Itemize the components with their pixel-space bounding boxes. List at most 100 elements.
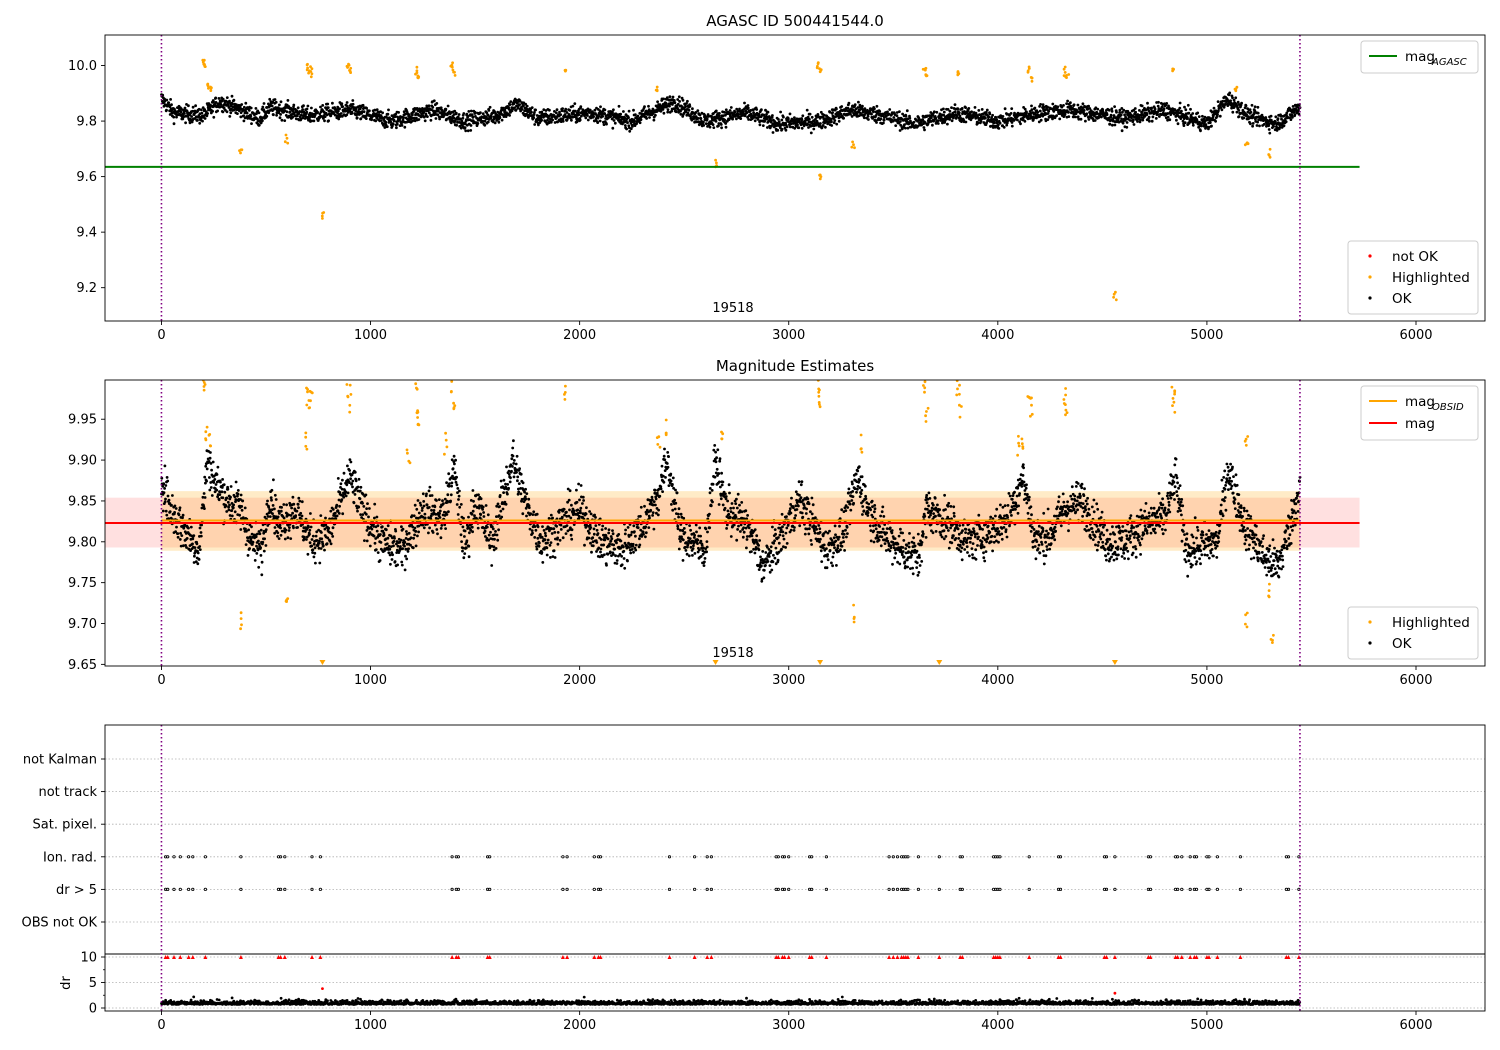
panel2-ok-point (506, 492, 509, 496)
panel2-ok-point (482, 515, 486, 518)
panel1-ok-point (179, 110, 183, 114)
panel1-ok-point (998, 121, 1002, 125)
panel1-ok-point (985, 108, 989, 112)
panel2-ok-point (412, 514, 416, 518)
panel2-ok-point (500, 515, 504, 519)
panel2-ok-point (457, 494, 461, 498)
panel1-ok-point (668, 95, 672, 99)
panel1-ok-point (1132, 123, 1136, 126)
panel1-ok-point (283, 119, 287, 122)
panel1-ok-point (753, 119, 757, 123)
panel1-ok-point (225, 110, 229, 114)
panel1-ok-point (647, 104, 650, 108)
panel1-ok-point (1113, 105, 1116, 108)
panel2-ok-point (416, 499, 420, 502)
panel2-ok-point (331, 526, 335, 530)
panel1-ok-point (553, 121, 557, 124)
panel1-ok-point (1212, 106, 1216, 110)
panel1-ok-point (1109, 113, 1113, 117)
panel1-ok-point (326, 102, 330, 106)
panel1-ok-point (935, 110, 939, 114)
panel1-ok-point (666, 108, 670, 111)
panel2-ok-point (366, 502, 369, 505)
panel2-title: Magnitude Estimates (716, 357, 874, 375)
panel1-ok-point (970, 110, 973, 114)
panel2-ok-point (445, 513, 449, 516)
panel1-ok-point (310, 106, 313, 110)
panel2-ok-point (379, 541, 383, 544)
panel2-ok-point (349, 477, 352, 481)
panel1-ok-point (270, 104, 274, 108)
panel1-ok-point (257, 123, 261, 127)
panel2-ok-point (200, 523, 204, 527)
panel2-ok-point (318, 539, 321, 543)
panel1-ok-point (1216, 100, 1220, 103)
panel1-ok-point (867, 118, 870, 121)
panel1-ok-point (323, 115, 327, 118)
panel1-ok-point (689, 114, 692, 118)
panel2-ok-point (409, 543, 412, 547)
panel1-ok-point (1145, 113, 1149, 116)
panel1-ok-point (391, 122, 395, 126)
panel1-ok-point (236, 112, 239, 115)
panel1-highlighted-point (1114, 298, 1118, 302)
panel1-ok-point (782, 115, 785, 119)
panel1-ok-point (198, 121, 202, 125)
panel2-ok-point (506, 483, 510, 486)
panel2-ok-point (203, 475, 207, 479)
panel1-ok-point (1162, 107, 1166, 111)
panel1-ok-point (1087, 118, 1091, 121)
panel1-ok-point (1016, 118, 1019, 122)
panel2-ok-point (516, 475, 520, 479)
panel1-ok-point (898, 110, 901, 113)
panel1-ok-point (1065, 102, 1068, 105)
panel2-ok-point (314, 534, 318, 538)
panel1-ok-point (1199, 129, 1202, 133)
panel1-ok-point (705, 117, 709, 121)
panel2-ok-point (406, 550, 410, 553)
panel1-ok-point (627, 116, 630, 120)
panel1-ok-point (835, 107, 838, 111)
panel2-ok-point (214, 483, 218, 486)
panel1-ok-point (1058, 117, 1062, 121)
panel1-ok-point (699, 117, 703, 120)
panel1-ok-point (942, 110, 946, 114)
panel2-ok-point (251, 540, 255, 544)
panel1-ok-point (1178, 106, 1182, 110)
panel2-ok-point (479, 497, 483, 501)
panel2-ok-point (456, 487, 460, 490)
panel1-ok-point (340, 102, 344, 105)
panel1-ok-point (991, 113, 994, 117)
panel1-ok-point (326, 106, 330, 109)
panel2-ok-point (195, 542, 199, 546)
panel1-ok-point (1148, 119, 1151, 123)
panel1-ok-point (1105, 113, 1109, 116)
panel1-ok-point (694, 111, 698, 114)
panel2-ok-point (362, 505, 366, 508)
panel1-highlighted-point (348, 70, 352, 73)
panel1-ok-point (1184, 108, 1188, 112)
panel1-ok-point (1076, 115, 1080, 119)
panel2-ok-point (274, 498, 278, 501)
panel1-ok-point (168, 105, 172, 109)
panel1-ok-point (464, 129, 468, 133)
panel1-ytick-label: 9.4 (76, 226, 97, 241)
panel1-ok-point (375, 108, 379, 112)
panel2-ok-point (464, 546, 468, 550)
panel2-ok-point (220, 490, 224, 494)
panel2-ok-point (515, 470, 518, 474)
panel1-ok-point (746, 104, 750, 107)
panel1-ok-point (714, 109, 718, 113)
panel1-highlighted-point (957, 72, 961, 75)
panel1-highlighted-point (453, 74, 457, 77)
panel2-ok-point (328, 539, 332, 543)
panel2-ok-point (240, 508, 244, 512)
panel2-ok-point (425, 503, 429, 507)
panel1-ok-point (577, 110, 580, 114)
panel2-ok-point (309, 512, 312, 515)
panel2-ok-point (313, 551, 317, 555)
panel1-ok-point (857, 100, 860, 104)
panel1-ok-point (1201, 114, 1204, 118)
panel1-ok-point (672, 99, 676, 102)
panel2-ok-point (164, 484, 168, 487)
